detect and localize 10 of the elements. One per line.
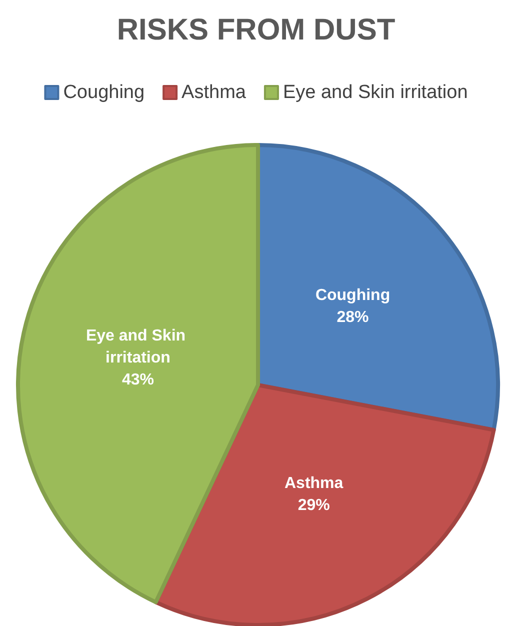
data-label: 28% bbox=[336, 309, 369, 326]
legend-label: Asthma bbox=[182, 82, 246, 103]
data-label: 29% bbox=[298, 497, 330, 514]
slice-label: Asthma bbox=[284, 475, 344, 492]
slice-label: Coughing bbox=[315, 287, 390, 304]
slice-label: Eye and Skin irritation bbox=[86, 328, 190, 367]
legend-label: Eye and Skin irritation bbox=[282, 82, 468, 103]
data-label: 43% bbox=[122, 372, 154, 389]
chart-title: RISKS FROM DUST bbox=[116, 14, 396, 46]
legend-label: Coughing bbox=[63, 82, 145, 103]
